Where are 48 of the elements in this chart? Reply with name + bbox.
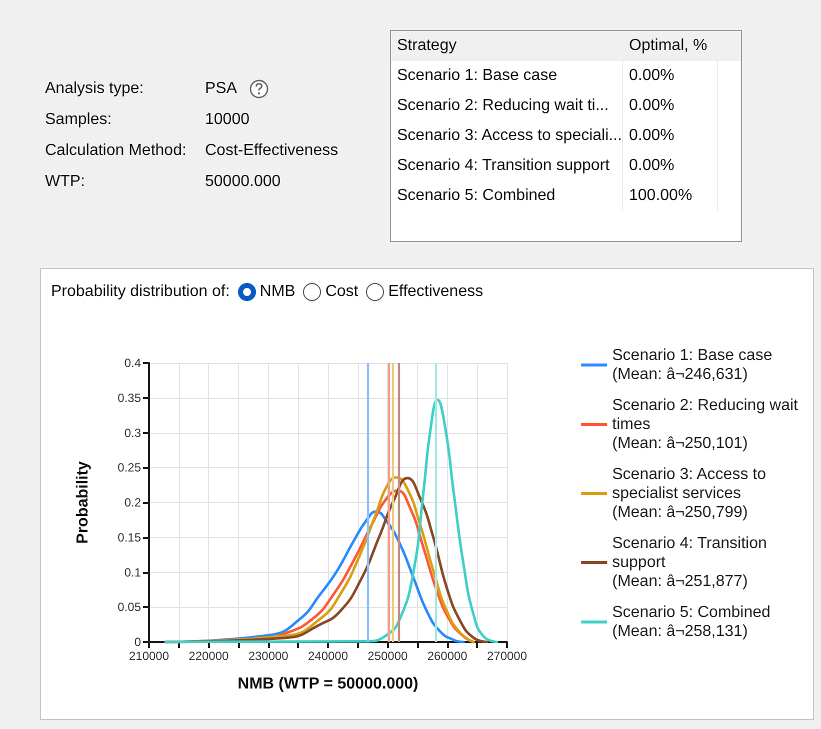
text: 10000 — [205, 110, 250, 130]
text: Cost-Effectiveness — [205, 141, 338, 161]
legend-label: Scenario 5: Combined (Mean: â¬258,131) — [612, 604, 770, 640]
y-axis-title: Probability — [74, 461, 92, 544]
text: NMB — [260, 283, 296, 301]
x-tick-label: 230000 — [248, 649, 289, 663]
text: Analysis type: — [45, 79, 145, 99]
y-tick-label: 0.4 — [124, 356, 142, 370]
x-tick-label: 260000 — [427, 649, 468, 663]
y-tick-label: 0.15 — [118, 530, 142, 544]
text: Probability distribution of: — [51, 283, 230, 301]
x-tick-label: 220000 — [188, 649, 230, 663]
legend-label: Scenario 1: Base case (Mean: â¬246,631) — [612, 347, 772, 383]
y-tick-label: 0.35 — [118, 390, 142, 405]
text: 0.00% — [622, 121, 718, 151]
text: Calculation Method: — [45, 141, 188, 161]
text: 100.00% — [622, 181, 718, 211]
y-tick-label: 0.1 — [124, 565, 142, 580]
legend-label: Scenario 3: Access to specialist services (Mean: â¬250,799) — [612, 466, 766, 521]
x-tick-label: 250000 — [368, 649, 408, 663]
y-tick-label: 0.3 — [124, 426, 142, 440]
text: Scenario 3: Access to speciali... — [391, 121, 622, 151]
text: Effectiveness — [388, 283, 484, 301]
text: Cost — [325, 283, 358, 301]
line-series — [164, 398, 498, 644]
x-tick-label: 270000 — [486, 649, 528, 663]
x-tick-label: 210000 — [128, 649, 170, 663]
x-tick-label: 240000 — [308, 649, 348, 663]
text: WTP: — [45, 172, 86, 192]
text: Scenario 1: Base case — [391, 61, 622, 91]
legend-label: Scenario 4: Transition support (Mean: â¬251,877) — [612, 535, 767, 590]
y-tick-label: 0.2 — [124, 496, 142, 510]
text: Strategy — [391, 31, 622, 61]
text: PSA — [205, 79, 238, 99]
x-axis-title: NMB (WTP = 50000.000) — [238, 676, 418, 692]
text: 50000.000 — [205, 172, 282, 192]
y-tick-label: 0.25 — [118, 460, 142, 475]
text: Scenario 5: Combined — [391, 181, 622, 211]
y-tick-label: 0.05 — [118, 600, 142, 614]
text: Scenario 4: Transition support — [391, 151, 622, 181]
text: 0.00% — [622, 91, 718, 121]
text: Optimal, % — [622, 31, 718, 61]
text: Scenario 2: Reducing wait ti... — [391, 91, 622, 121]
text: 0.00% — [622, 61, 718, 91]
text: Samples: — [45, 110, 113, 130]
y-tick-label: 0 — [134, 635, 142, 649]
text: 0.00% — [622, 151, 718, 181]
legend-label: Scenario 2: Reducing wait times (Mean: â¬250,101) — [612, 397, 799, 452]
